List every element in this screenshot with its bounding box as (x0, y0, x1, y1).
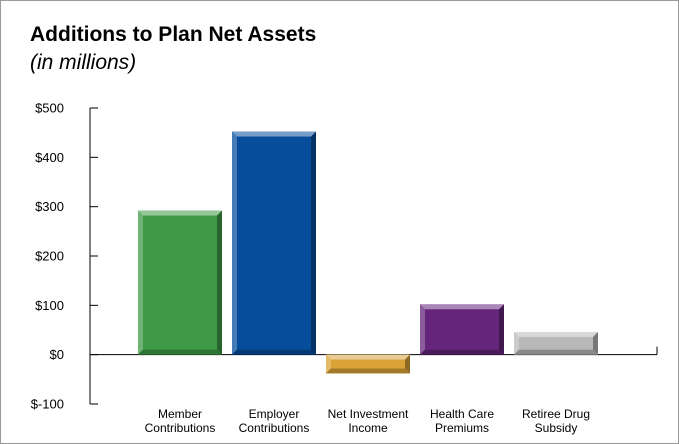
bar (138, 210, 222, 355)
bar-bevel-top (326, 354, 410, 360)
y-tick-label: $300 (35, 199, 64, 214)
bar-bevel-left (514, 331, 519, 355)
x-category-label: Member (158, 407, 202, 421)
bar-bevel-bottom (326, 368, 410, 374)
x-category-label: Contributions (239, 421, 310, 435)
x-category-label: Retiree Drug (522, 407, 590, 421)
bar-bevel-right (405, 354, 410, 374)
x-category-label: Net Investment (328, 407, 409, 421)
y-tick-label: $0 (50, 347, 64, 362)
chart-axes: $500 $400 $300 $200 $100 $0 $-100 (31, 101, 658, 412)
chart-subtitle: (in millions) (30, 51, 137, 74)
y-tick-label: $100 (35, 298, 64, 313)
bar-bevel-top (514, 331, 598, 337)
x-category-label: Subsidy (535, 421, 578, 435)
bar-bevel-bottom (138, 349, 222, 355)
bar (514, 331, 598, 355)
bar-bevel-top (138, 210, 222, 216)
bar-bevel-bottom (420, 349, 504, 355)
x-category-label: Contributions (145, 421, 216, 435)
bar-face (331, 359, 405, 369)
chart-labels: MemberContributionsEmployerContributions… (145, 407, 590, 435)
x-category-label: Health Care (430, 407, 494, 421)
y-tick-label: $400 (35, 150, 64, 165)
bar-bevel-right (499, 304, 504, 355)
bar-face (143, 215, 217, 350)
bar (232, 131, 316, 355)
y-tick-label: $200 (35, 249, 64, 264)
bar-bevel-left (138, 210, 143, 355)
bar (420, 304, 504, 355)
bar-bevel-bottom (514, 349, 598, 355)
bar-bevel-right (593, 331, 598, 355)
bar (326, 354, 410, 374)
x-category-label: Income (348, 421, 388, 435)
chart-title: Additions to Plan Net Assets (30, 23, 317, 46)
chart-bars (138, 131, 598, 374)
bar-bevel-top (420, 304, 504, 310)
bar-bevel-left (232, 131, 237, 355)
bar-bevel-left (420, 304, 425, 355)
bar-face (425, 309, 499, 350)
x-category-label: Employer (249, 407, 300, 421)
x-category-label: Premiums (435, 421, 489, 435)
bar-face (237, 136, 311, 350)
bar-bevel-bottom (232, 349, 316, 355)
bar-bevel-left (326, 354, 331, 374)
bar-bevel-right (217, 210, 222, 355)
bar-bevel-right (311, 131, 316, 355)
y-tick-label: $500 (35, 101, 64, 116)
bar-bevel-top (232, 131, 316, 137)
y-tick-label: $-100 (31, 397, 64, 412)
bar-face (519, 336, 593, 350)
